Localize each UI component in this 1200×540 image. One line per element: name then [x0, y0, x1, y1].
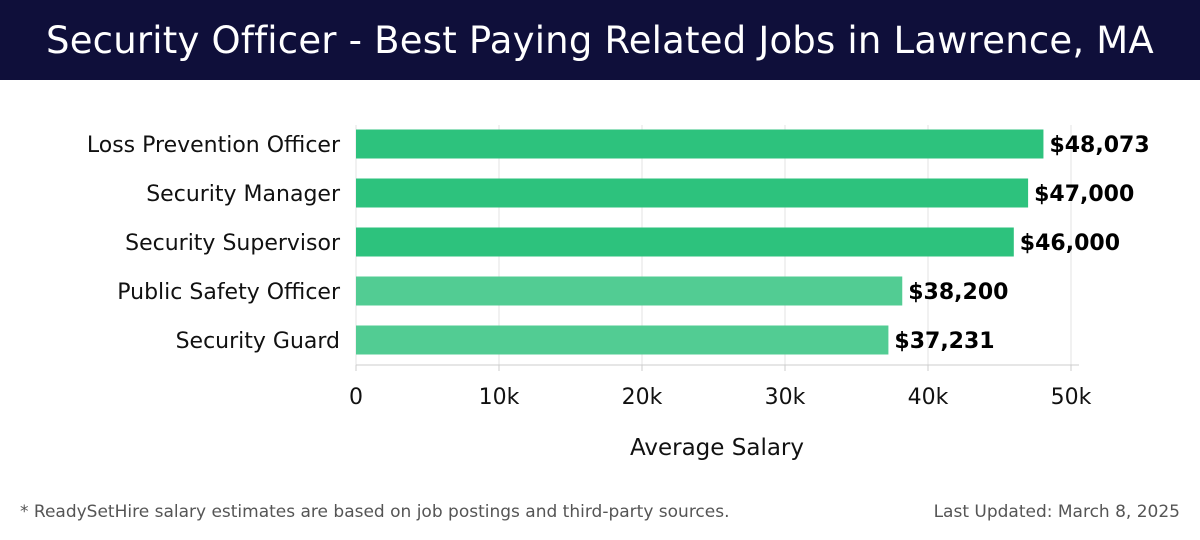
x-tick-label: 0 — [349, 385, 363, 410]
category-label: Public Safety Officer — [117, 280, 341, 305]
last-updated-text: Last Updated: March 8, 2025 — [933, 502, 1180, 522]
category-label: Loss Prevention Officer — [87, 133, 341, 158]
bar — [356, 129, 1044, 159]
bars-layer — [356, 129, 1044, 355]
chart-title: Security Officer - Best Paying Related J… — [46, 18, 1154, 62]
value-label: $37,231 — [894, 329, 994, 354]
x-axis: 0 10k 20k 30k 40k 50k — [349, 364, 1092, 410]
value-label: $38,200 — [908, 280, 1008, 305]
value-label: $48,073 — [1049, 133, 1149, 158]
x-tick-label: 20k — [622, 385, 663, 410]
category-label: Security Manager — [146, 182, 341, 207]
bar — [356, 227, 1014, 257]
x-tick-label: 30k — [765, 385, 806, 410]
category-label: Security Supervisor — [125, 231, 341, 256]
x-tick-label: 50k — [1051, 385, 1092, 410]
x-axis-title: Average Salary — [630, 435, 804, 461]
value-label: $46,000 — [1020, 231, 1120, 256]
x-tick-label: 10k — [479, 385, 520, 410]
labels-layer: Loss Prevention Officer $48,073 Security M… — [87, 133, 1150, 354]
salary-bar-chart: Loss Prevention Officer $48,073 Security M… — [87, 125, 1150, 461]
footer-disclaimer: * ReadySetHire salary estimates are base… — [20, 502, 730, 522]
bar — [356, 276, 903, 306]
category-label: Security Guard — [176, 329, 340, 354]
chart-header: Security Officer - Best Paying Related J… — [0, 0, 1200, 80]
bar — [356, 325, 889, 355]
value-label: $47,000 — [1034, 182, 1134, 207]
x-tick-label: 40k — [908, 385, 949, 410]
bar — [356, 178, 1029, 208]
